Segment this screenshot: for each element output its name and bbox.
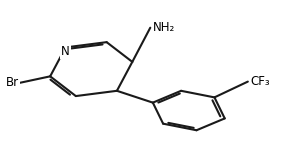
Text: CF₃: CF₃ — [250, 75, 270, 88]
Text: N: N — [61, 45, 70, 58]
Text: Br: Br — [6, 76, 19, 89]
Text: NH₂: NH₂ — [153, 21, 175, 34]
